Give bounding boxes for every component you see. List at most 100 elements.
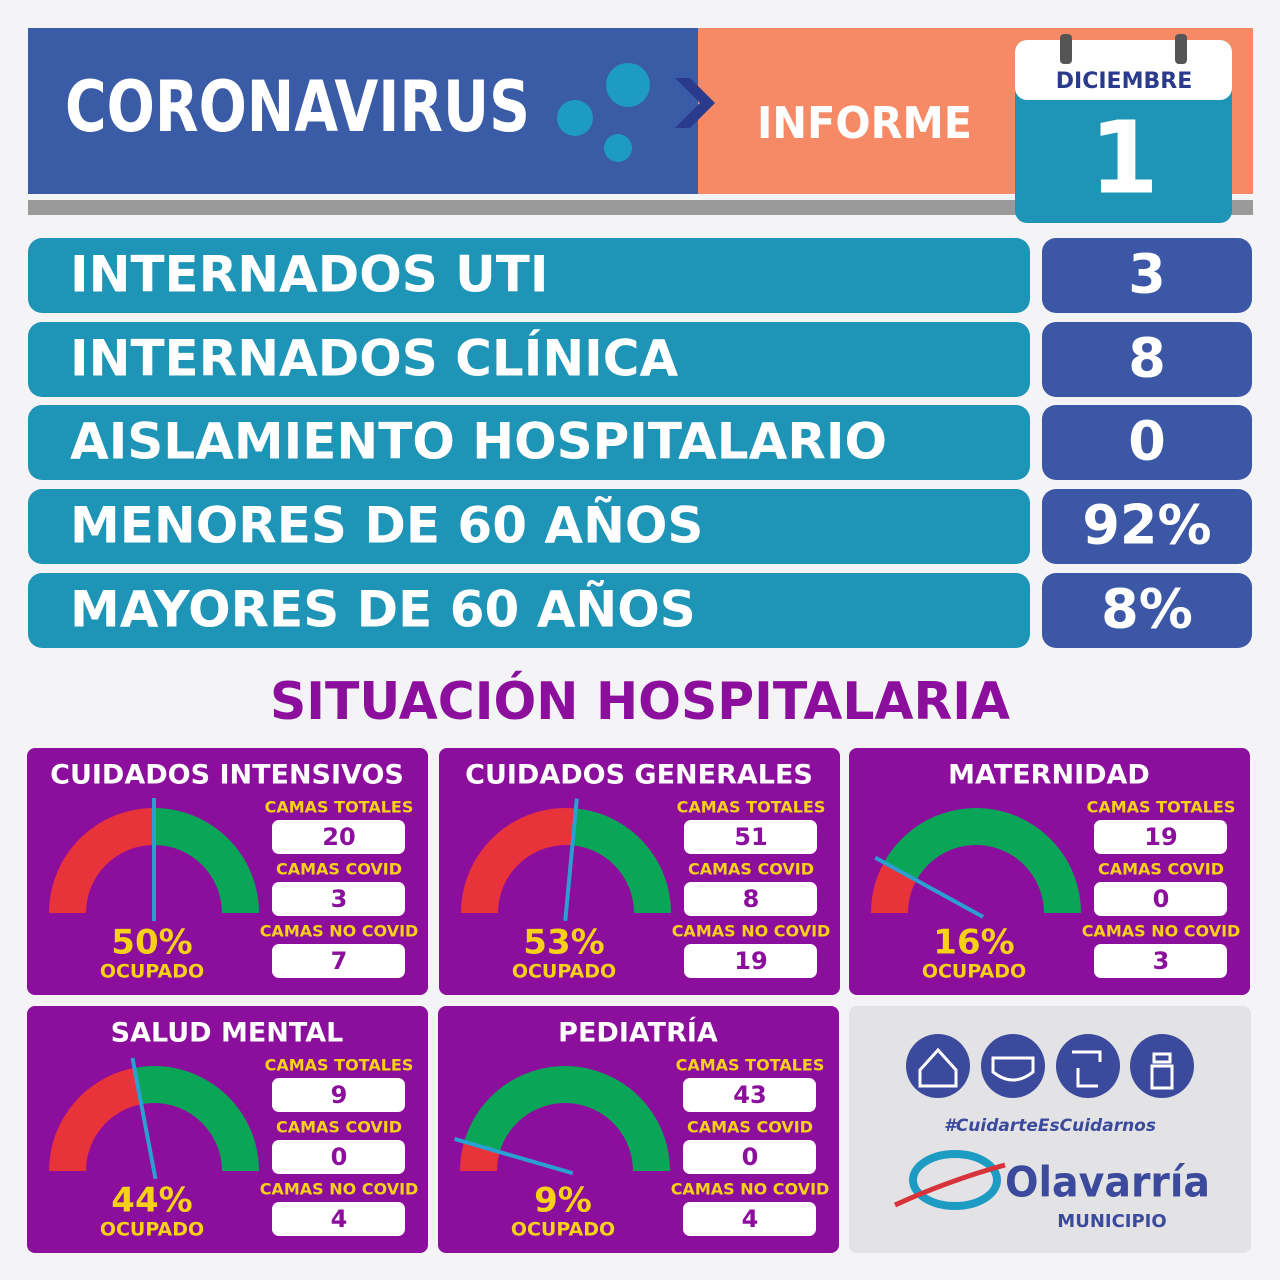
brand-name: Olavarría [1005, 1158, 1210, 1207]
bed-label: CAMAS TOTALES [265, 1056, 414, 1075]
calendar-month: DICIEMBRE [1056, 69, 1192, 94]
bed-value: 3 [331, 885, 348, 913]
gauge-needle [130, 1057, 158, 1180]
stat-value: 8% [1101, 578, 1193, 641]
unit-panel: CUIDADOS GENERALES 53%OCUPADO CAMAS TOTALE… [439, 748, 840, 995]
stat-label-bg [28, 573, 1030, 648]
bed-value: 8 [743, 885, 760, 913]
bed-label: CAMAS COVID [687, 1118, 813, 1137]
unit-name: CUIDADOS INTENSIVOS [50, 760, 404, 791]
bed-box [683, 1078, 816, 1112]
gauge-occupied [461, 808, 576, 913]
unit-panel: MATERNIDAD 16%OCUPADO CAMAS TOTALES 19 CAMAS… [849, 748, 1250, 995]
brand-logo [909, 1150, 1001, 1210]
unit-name: SALUD MENTAL [111, 1018, 344, 1049]
stat-label-bg [28, 405, 1030, 480]
stat-value-bg [1042, 489, 1252, 564]
stat-label: MENORES DE 60 AÑOS [70, 496, 703, 555]
bed-value: 4 [331, 1205, 348, 1233]
stat-value-bg [1042, 238, 1252, 313]
report-label: INFORME [757, 98, 972, 149]
unit-panel: PEDIATRÍA 9%OCUPADO CAMAS TOTALES 43 CAMAS C… [438, 1006, 839, 1253]
bed-value: 19 [1144, 823, 1177, 851]
stat-label-bg [28, 238, 1030, 313]
hashtag: #CuidarteEsCuidarnos [944, 1116, 1156, 1136]
bed-label: CAMAS TOTALES [265, 798, 414, 817]
bed-value: 0 [742, 1143, 759, 1171]
bed-value: 51 [734, 823, 767, 851]
stat-label: MAYORES DE 60 AÑOS [70, 580, 696, 639]
unit-name: CUIDADOS GENERALES [465, 760, 813, 791]
bed-label: CAMAS NO COVID [260, 1180, 419, 1199]
bed-label: CAMAS COVID [276, 1118, 402, 1137]
gauge-needle [454, 1136, 574, 1176]
chevron [675, 78, 715, 128]
stat-label-bg [28, 489, 1030, 564]
calendar-ring [1175, 34, 1187, 64]
bed-label: CAMAS NO COVID [260, 922, 419, 941]
occupied-label: OCUPADO [100, 961, 204, 983]
bed-box [683, 1202, 816, 1236]
section-title: SITUACIÓN HOSPITALARIA [270, 670, 1010, 732]
gauge-occupied [49, 808, 154, 913]
stat-value: 92% [1082, 494, 1211, 557]
bed-value: 9 [331, 1081, 348, 1109]
occupied-label: OCUPADO [512, 961, 616, 983]
bed-label: CAMAS NO COVID [672, 922, 831, 941]
header-title: CORONAVIRUS [65, 66, 530, 148]
bed-value: 3 [1153, 947, 1170, 975]
bed-box [683, 1140, 816, 1174]
stat-value: 0 [1128, 410, 1166, 473]
bed-label: CAMAS TOTALES [677, 798, 826, 817]
bed-box [272, 1140, 405, 1174]
bed-box [1094, 820, 1227, 854]
gauge-occupied [460, 1141, 500, 1171]
bed-value: 0 [1153, 885, 1170, 913]
brand-sub: MUNICIPIO [1057, 1211, 1166, 1232]
bed-label: CAMAS NO COVID [1082, 922, 1241, 941]
stat-value: 8 [1128, 327, 1166, 390]
bed-box [272, 882, 405, 916]
unit-panel: SALUD MENTAL 44%OCUPADO CAMAS TOTALES 9 CAMA… [27, 1006, 428, 1253]
occupied-label: OCUPADO [511, 1219, 615, 1241]
unit-name: MATERNIDAD [948, 760, 1150, 791]
gauge-free [134, 1066, 259, 1171]
unit-name: PEDIATRÍA [558, 1017, 718, 1049]
bed-box [272, 1202, 405, 1236]
brand-swoosh [893, 1162, 1006, 1208]
gauge-needle [563, 798, 579, 922]
bed-box [272, 944, 405, 978]
stat-label: INTERNADOS UTI [70, 246, 549, 304]
gauge-free [154, 808, 259, 913]
occupancy-label: 53% [523, 923, 604, 963]
occupancy-label: 16% [933, 923, 1014, 963]
bed-value: 7 [331, 947, 348, 975]
occupancy-label: 50% [111, 923, 192, 963]
divider [28, 200, 1253, 215]
bed-label: CAMAS COVID [1098, 860, 1224, 879]
stat-label: AISLAMIENTO HOSPITALARIO [70, 413, 887, 471]
gauge-free [464, 1066, 670, 1171]
bed-label: CAMAS NO COVID [671, 1180, 830, 1199]
unit-panel: CUIDADOS INTENSIVOS 50%OCUPADO CAMAS TOTAL… [27, 748, 428, 995]
icon-shapes [918, 1047, 1174, 1090]
stat-label-bg [28, 322, 1030, 397]
occupancy-label: 9% [534, 1181, 592, 1221]
calendar-day: 1 [1089, 99, 1159, 216]
bed-label: CAMAS COVID [688, 860, 814, 879]
bed-box [684, 820, 817, 854]
virus-icons [557, 63, 650, 162]
bed-value: 4 [742, 1205, 759, 1233]
occupancy-label: 44% [111, 1181, 192, 1221]
bed-box [1094, 944, 1227, 978]
bed-label: CAMAS COVID [276, 860, 402, 879]
bed-box [272, 820, 405, 854]
bed-box [684, 944, 817, 978]
gauge-occupied [49, 1067, 142, 1171]
bed-value: 43 [733, 1081, 766, 1109]
bed-box [684, 882, 817, 916]
bed-label: CAMAS TOTALES [676, 1056, 825, 1075]
bed-label: CAMAS TOTALES [1087, 798, 1236, 817]
stat-value: 3 [1128, 243, 1166, 306]
